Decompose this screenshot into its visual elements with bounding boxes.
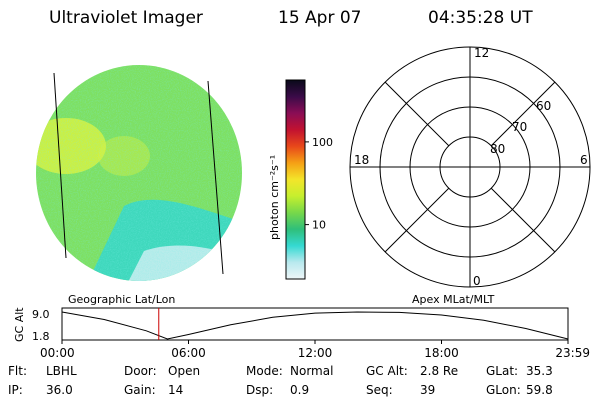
date-label: 15 Apr 07 bbox=[278, 8, 362, 28]
status-key: Flt: bbox=[8, 364, 27, 378]
mlt-spoke bbox=[490, 187, 556, 253]
apex-label: Apex MLat/MLT bbox=[412, 293, 495, 306]
y-tick-label: 9.0 bbox=[32, 308, 50, 321]
status-key: Mode: bbox=[246, 364, 283, 378]
status-key: GLat: bbox=[486, 364, 519, 378]
x-tick-label: 18:00 bbox=[424, 346, 459, 360]
status-key: Door: bbox=[124, 364, 157, 378]
status-key: IP: bbox=[8, 383, 23, 397]
instrument-title: Ultraviolet Imager bbox=[49, 8, 203, 28]
x-tick-label: 00:00 bbox=[40, 346, 75, 360]
lon-line-left bbox=[53, 72, 67, 259]
mlat-label: 80 bbox=[490, 142, 505, 156]
mlt-spoke bbox=[490, 81, 556, 147]
status-key: Gain: bbox=[124, 383, 156, 397]
colorbar-tick-label: 10 bbox=[312, 219, 326, 232]
time-label: 04:35:28 UT bbox=[428, 8, 533, 28]
mlat-label: 70 bbox=[512, 120, 527, 134]
mlt-label: 18 bbox=[354, 153, 369, 167]
status-value: 35.3 bbox=[526, 364, 553, 378]
colorbar-tick-label: 100 bbox=[312, 136, 333, 149]
unit-label: photon cm⁻²s⁻¹ bbox=[268, 155, 281, 240]
status-value: 59.8 bbox=[526, 383, 553, 397]
mlt-label: 12 bbox=[474, 46, 489, 60]
status-value: 39 bbox=[420, 383, 436, 397]
status-key: Dsp: bbox=[246, 383, 274, 397]
uv-image-disk bbox=[36, 65, 242, 281]
color-scale: 100 10 photon cm⁻²s⁻¹ bbox=[268, 79, 333, 280]
orbit-altitude-chart: GC Alt 9.0 1.8 00:00 06:00 12:00 18:00 23:59 bbox=[13, 307, 590, 360]
status-value: 36.0 bbox=[46, 383, 73, 397]
mlt-label: 6 bbox=[580, 153, 588, 167]
status-value: LBHL bbox=[46, 364, 77, 378]
x-tick-label: 12:00 bbox=[298, 346, 333, 360]
mlat-label: 60 bbox=[536, 99, 551, 113]
x-tick-label: 23:59 bbox=[555, 346, 590, 360]
y-tick-label: 1.8 bbox=[32, 330, 50, 343]
geographic-label: Geographic Lat/Lon bbox=[68, 293, 176, 306]
status-key: GC Alt: bbox=[366, 364, 408, 378]
status-value: 14 bbox=[168, 383, 184, 397]
lon-line-right bbox=[207, 80, 224, 275]
status-value: Normal bbox=[290, 364, 334, 378]
status-value: Open bbox=[168, 364, 201, 378]
altitude-series bbox=[61, 311, 569, 340]
mlt-spoke bbox=[384, 81, 450, 147]
mlt-spoke bbox=[384, 187, 450, 253]
mlt-label: 0 bbox=[473, 274, 481, 288]
y-axis-label: GC Alt bbox=[13, 307, 26, 342]
status-value: 2.8 Re bbox=[420, 364, 459, 378]
status-key: GLon: bbox=[486, 383, 521, 397]
status-key: Seq: bbox=[366, 383, 393, 397]
x-tick-label: 06:00 bbox=[171, 346, 206, 360]
status-value: 0.9 bbox=[290, 383, 310, 397]
